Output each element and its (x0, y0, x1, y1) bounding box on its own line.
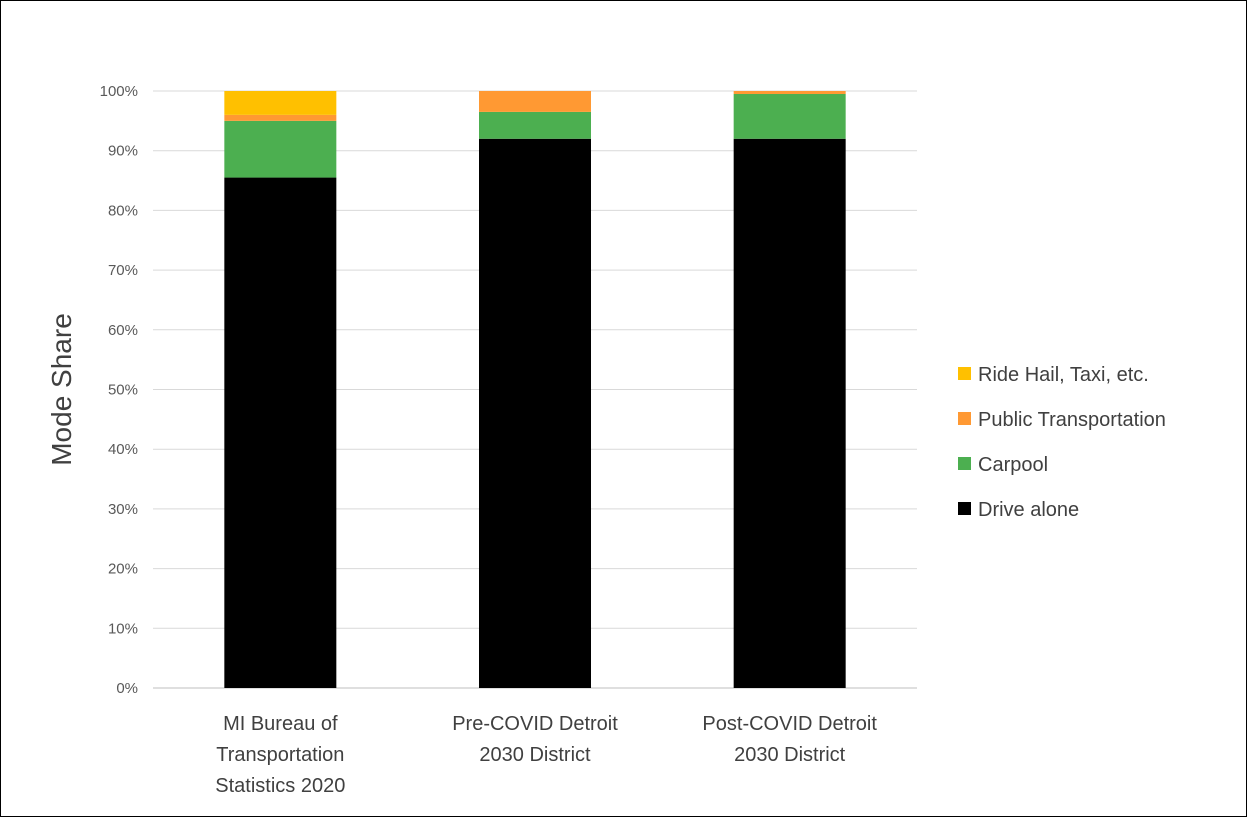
bar-segment (479, 111, 591, 139)
bar-segment (479, 91, 591, 112)
bar-segment (733, 93, 846, 139)
bar-segment (224, 177, 337, 688)
bar-segment (224, 114, 337, 121)
legend-swatch (958, 502, 971, 515)
x-category-label: Post-COVID Detroit (702, 713, 877, 735)
y-tick-label: 100% (100, 83, 138, 100)
x-category-label: Statistics 2020 (215, 775, 345, 797)
bar-segment (224, 91, 337, 115)
y-tick-label: 30% (108, 501, 138, 518)
legend-swatch (958, 457, 971, 470)
y-tick-label: 40% (108, 441, 138, 458)
legend-label: Public Transportation (978, 409, 1166, 431)
legend-label: Drive alone (978, 499, 1079, 521)
y-tick-label: 0% (116, 680, 138, 697)
y-tick-label: 50% (108, 382, 138, 399)
legend-label: Carpool (978, 454, 1048, 476)
bar-segment (733, 91, 846, 94)
bar-segment (733, 138, 846, 688)
bar-segment (479, 138, 591, 688)
x-category-label: 2030 District (479, 744, 591, 766)
x-category-label: MI Bureau of (223, 713, 338, 735)
y-axis-title: Mode Share (46, 313, 77, 466)
legend-swatch (958, 367, 971, 380)
x-category-label: Transportation (216, 744, 344, 766)
legend-swatch (958, 412, 971, 425)
x-category-label: Pre-COVID Detroit (452, 713, 618, 735)
bar-segment (224, 120, 337, 178)
y-tick-label: 10% (108, 620, 138, 637)
y-tick-label: 90% (108, 143, 138, 160)
y-tick-label: 20% (108, 561, 138, 578)
y-tick-label: 70% (108, 262, 138, 279)
y-tick-label: 80% (108, 202, 138, 219)
x-category-label: 2030 District (734, 744, 846, 766)
legend-label: Ride Hail, Taxi, etc. (978, 364, 1149, 386)
y-tick-label: 60% (108, 322, 138, 339)
